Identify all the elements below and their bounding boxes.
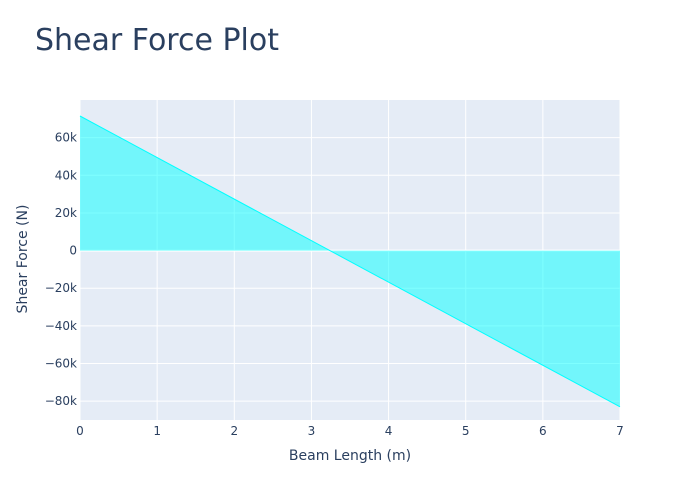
x-tick-label: 6 <box>539 424 547 438</box>
y-tick-label: −60k <box>45 357 77 371</box>
x-tick-label: 0 <box>76 424 84 438</box>
grid-lines <box>79 100 621 420</box>
y-axis-title: Shear Force (N) <box>15 205 31 314</box>
y-tick-label: −20k <box>45 281 77 295</box>
y-tick-label: 40k <box>55 168 77 182</box>
x-tick-label: 3 <box>308 424 316 438</box>
x-tick-label: 4 <box>385 424 393 438</box>
x-tick-labels: 0 1 2 3 4 5 6 7 <box>76 424 624 438</box>
x-axis-title: Beam Length (m) <box>289 448 411 464</box>
x-tick-label: 5 <box>462 424 470 438</box>
x-tick-label: 1 <box>153 424 161 438</box>
y-tick-label: 0 <box>69 244 77 258</box>
y-tick-label: −80k <box>45 394 77 408</box>
x-tick-label: 2 <box>230 424 238 438</box>
x-tick-label: 7 <box>616 424 624 438</box>
chart-title: Shear Force Plot <box>35 23 279 58</box>
y-tick-label: 60k <box>55 131 77 145</box>
y-tick-labels: 60k 40k 20k 0 −20k −40k −60k −80k <box>45 131 77 409</box>
series-layer <box>79 115 621 408</box>
y-tick-label: 20k <box>55 206 77 220</box>
shear-line <box>79 115 621 408</box>
y-tick-label: −40k <box>45 319 77 333</box>
